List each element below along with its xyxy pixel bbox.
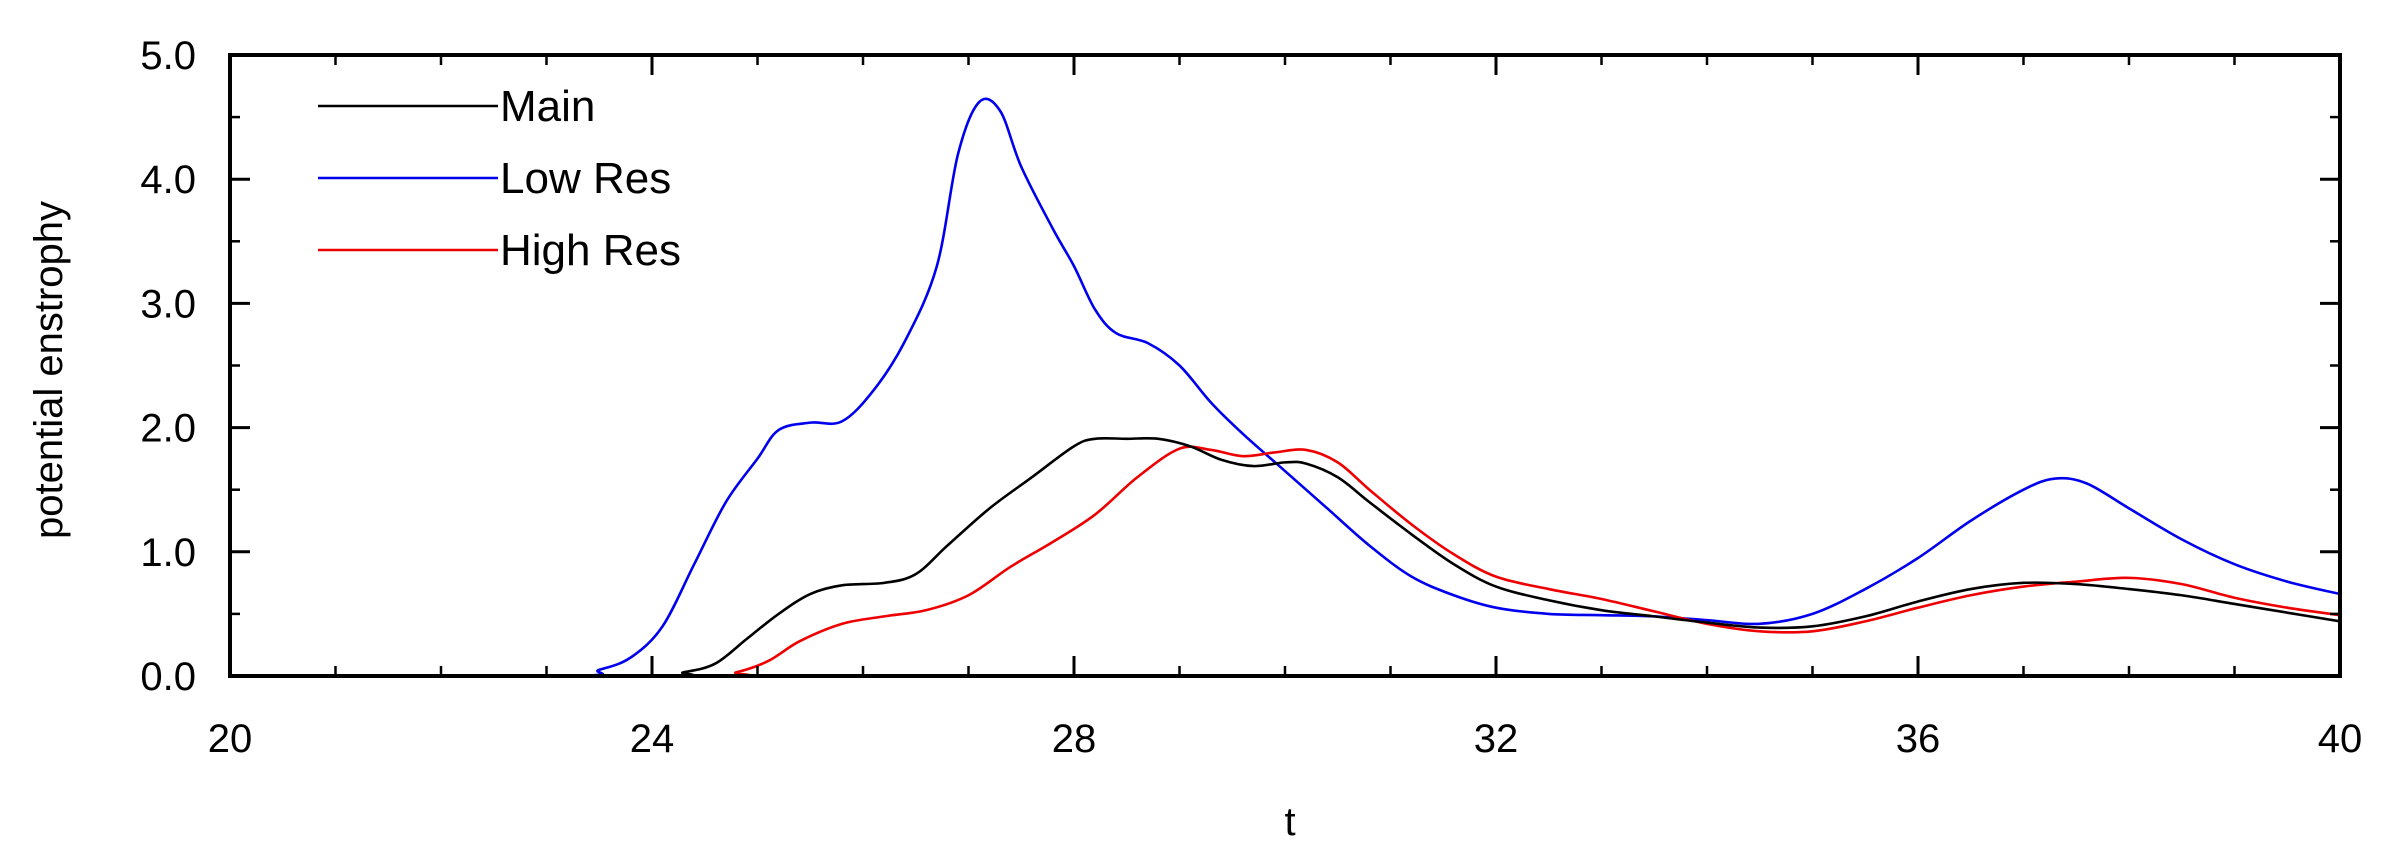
series-layer xyxy=(230,97,2340,676)
ticks-group: 20 24 28 32 36 40 0.0 1.0 2.0 3.0 4.0 5.0 xyxy=(140,34,2362,761)
series-line-high-res xyxy=(230,445,2340,676)
x-tick-label: 20 xyxy=(208,717,253,761)
y-tick-label: 4.0 xyxy=(140,158,196,202)
x-tick-label: 40 xyxy=(2318,717,2363,761)
y-axis-title: potential enstrophy xyxy=(27,201,71,539)
x-tick-label: 28 xyxy=(1052,717,1097,761)
y-tick-label: 5.0 xyxy=(140,34,196,78)
x-tick-label: 36 xyxy=(1896,717,1941,761)
legend: Main Low Res High Res xyxy=(318,82,681,275)
x-tick-label: 24 xyxy=(630,717,675,761)
y-tick-label: 1.0 xyxy=(140,531,196,575)
series-line-low-res xyxy=(230,97,2340,676)
y-tick-label: 0.0 xyxy=(140,655,196,699)
x-axis-title: t xyxy=(1284,800,1295,844)
legend-label-high-res: High Res xyxy=(500,226,681,275)
legend-label-main: Main xyxy=(500,82,595,131)
x-tick-label: 32 xyxy=(1474,717,1519,761)
y-tick-label: 3.0 xyxy=(140,282,196,326)
y-tick-label: 2.0 xyxy=(140,407,196,451)
series-line-main xyxy=(230,436,2340,676)
legend-label-low-res: Low Res xyxy=(500,154,671,203)
